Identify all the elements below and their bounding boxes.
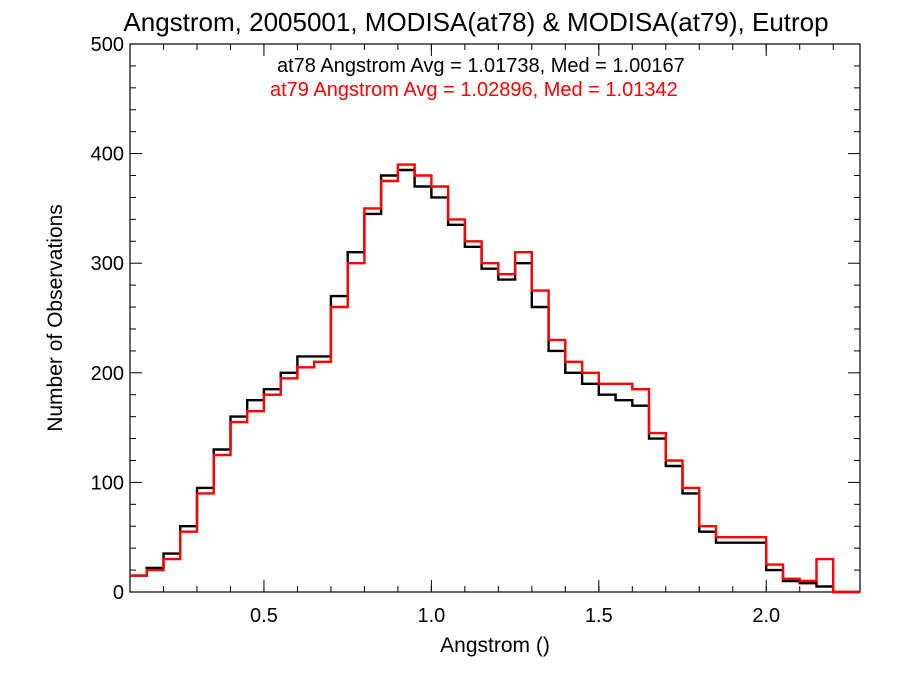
annotation-at78: at78 Angstrom Avg = 1.01738, Med = 1.001… [277,55,685,77]
x-axis-label: Angstrom () [440,634,550,657]
plot-frame [129,43,861,593]
y-tick-label: 100 [91,472,124,494]
y-tick-label: 200 [91,363,124,385]
axis-ticks: 0.5 1.0 1.5 2.0 0 100 200 300 400 500 [91,34,860,627]
x-tick-label: 0.5 [250,605,278,627]
series-at78-line [130,168,860,594]
x-tick-label: 1.0 [417,605,445,627]
series-layer [130,163,860,594]
x-tick-label: 2.0 [752,605,780,627]
series-at79-line [130,163,860,594]
y-tick-label: 400 [91,144,124,166]
x-tick-label: 1.5 [585,605,613,627]
chart-title: Angstrom, 2005001, MODISA(at78) & MODISA… [123,7,828,37]
annotation-at79: at79 Angstrom Avg = 1.02896, Med = 1.013… [270,79,678,101]
y-axis-label: Number of Observations [44,204,67,432]
y-tick-label: 300 [91,253,124,275]
y-tick-label: 500 [91,34,124,56]
y-tick-label: 0 [113,582,124,604]
